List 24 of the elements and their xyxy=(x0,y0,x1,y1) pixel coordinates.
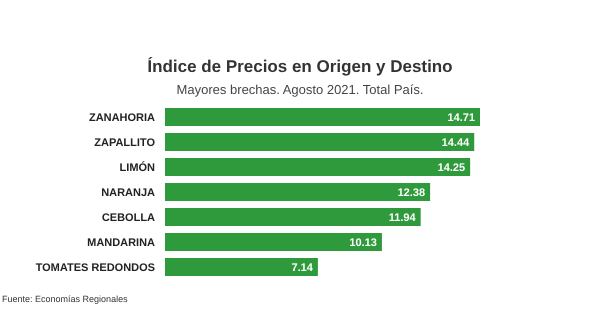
data-label: 14.44 xyxy=(442,136,470,149)
y-tick-label: TOMATES REDONDOS xyxy=(36,262,155,274)
source-note: Fuente: Economías Regionales xyxy=(2,294,128,304)
y-tick-label: LIMÓN xyxy=(120,160,156,174)
bar xyxy=(165,258,318,276)
y-tick-label: ZAPALLITO xyxy=(94,136,156,149)
bar xyxy=(165,208,421,226)
y-tick-label: CEBOLLA xyxy=(102,212,156,224)
chart-subtitle: Mayores brechas. Agosto 2021. Total País. xyxy=(176,82,424,97)
bar xyxy=(165,183,430,201)
data-label: 11.94 xyxy=(388,212,417,224)
data-label: 14.25 xyxy=(438,162,466,174)
data-label: 10.13 xyxy=(349,236,377,249)
y-tick-label: MANDARINA xyxy=(87,236,156,249)
chart-title: Índice de Precios en Origen y Destino xyxy=(147,56,453,76)
y-tick-label: ZANAHORIA xyxy=(89,112,156,124)
bar xyxy=(165,233,382,251)
data-label: 14.71 xyxy=(447,112,475,124)
data-label: 12.38 xyxy=(398,186,426,199)
y-tick-label: NARANJA xyxy=(101,186,156,199)
bar xyxy=(165,108,480,126)
bar xyxy=(165,133,474,151)
bar xyxy=(165,158,470,176)
data-label: 7.14 xyxy=(291,262,314,274)
